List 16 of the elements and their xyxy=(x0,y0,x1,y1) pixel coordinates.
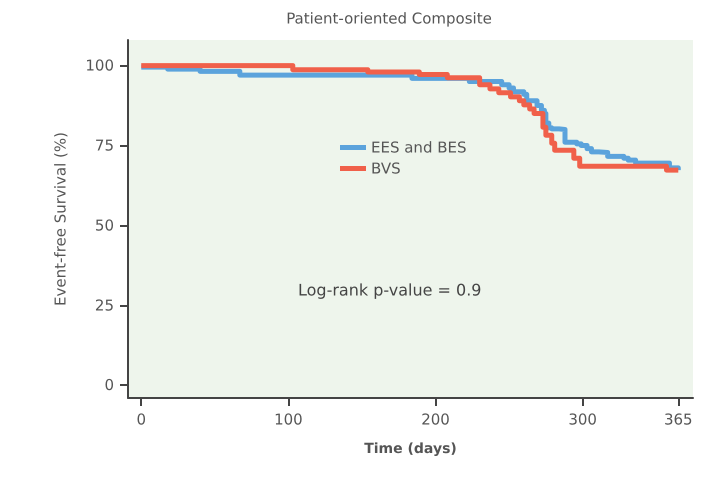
y-tick-label: 25 xyxy=(94,296,114,314)
x-axis-title: Time (days) xyxy=(364,441,457,457)
annotation: Log-rank p-value = 0.9 xyxy=(298,280,482,300)
y-tick-label: 100 xyxy=(85,56,114,75)
y-tick-label: 50 xyxy=(94,216,114,234)
y-axis-title: Event-free Survival (%) xyxy=(52,132,70,306)
legend-label: EES and BES xyxy=(371,138,467,156)
x-tick-label: 365 xyxy=(664,410,693,428)
x-tick-label: 100 xyxy=(274,410,303,428)
x-tick-label: 0 xyxy=(136,410,146,428)
x-tick-label: 300 xyxy=(568,410,597,428)
legend-label: BVS xyxy=(371,160,401,178)
y-tick-label: 0 xyxy=(104,376,114,394)
y-tick-label: 75 xyxy=(94,136,114,154)
x-tick-label: 200 xyxy=(421,410,450,428)
chart-title: Patient-oriented Composite xyxy=(286,10,492,28)
